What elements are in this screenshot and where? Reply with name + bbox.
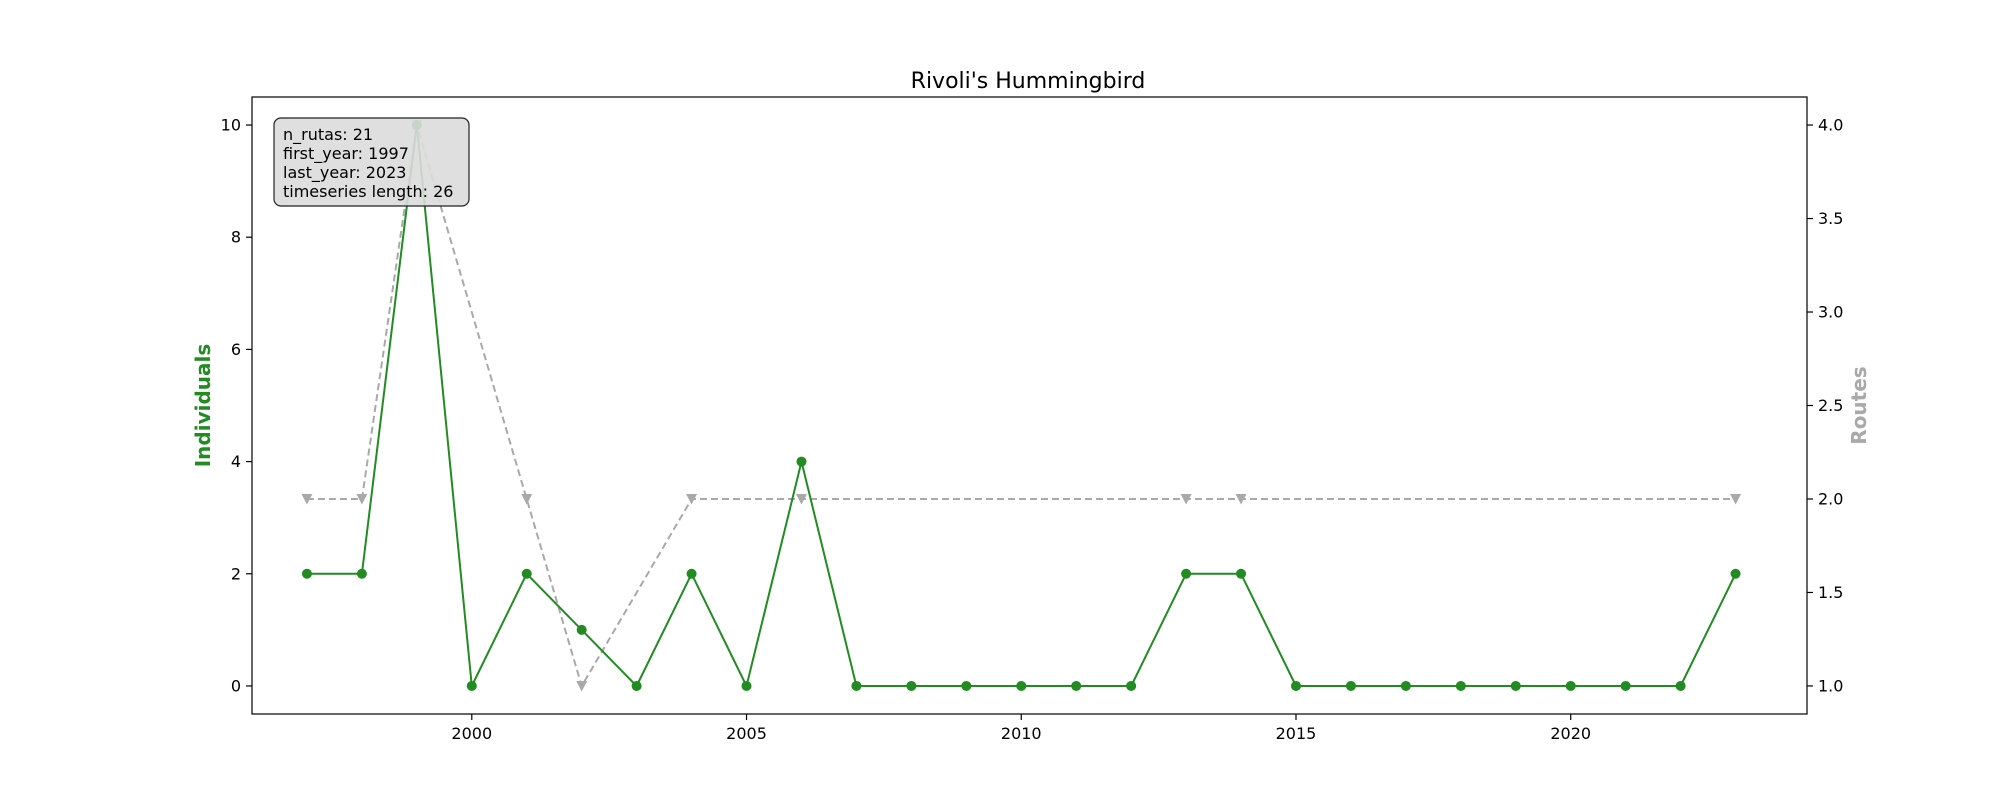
y-left-tick-label-4: 4 <box>231 452 241 471</box>
point-individuals-2014 <box>1236 568 1247 579</box>
x-tick-label-2000: 2000 <box>451 724 492 743</box>
series-line-routes <box>306 124 1736 687</box>
point-individuals-2012 <box>1126 680 1137 691</box>
point-individuals-2016 <box>1345 680 1356 691</box>
y-right-tick-label-4.0: 4.0 <box>1818 116 1843 135</box>
point-routes-2001 <box>521 493 533 505</box>
point-routes-2013 <box>1180 493 1192 505</box>
series-line-individuals <box>306 124 1737 687</box>
point-routes-2002 <box>576 680 588 692</box>
y-right-tick-label-3.0: 3.0 <box>1818 303 1843 322</box>
point-individuals-2013 <box>1181 568 1192 579</box>
y-left-axis-title: Individuals <box>191 344 215 468</box>
info-box-frame <box>273 117 470 207</box>
y-right-tick-label-3.5: 3.5 <box>1818 209 1843 228</box>
point-individuals-2023 <box>1730 568 1741 579</box>
y-left-tick-label-2: 2 <box>231 564 241 583</box>
info-box-line-1: n_rutas: 21 <box>283 125 373 145</box>
x-tick-label-2020: 2020 <box>1550 724 1591 743</box>
point-individuals-2007 <box>851 680 862 691</box>
point-routes-2006 <box>795 493 807 505</box>
point-individuals-2010 <box>1016 680 1027 691</box>
point-routes-2014 <box>1235 493 1247 505</box>
x-tick-label-2010: 2010 <box>1001 724 1042 743</box>
point-routes-1998 <box>356 493 368 505</box>
point-individuals-2008 <box>906 680 917 691</box>
point-individuals-2018 <box>1455 680 1466 691</box>
y-left-tick-label-0: 0 <box>231 676 241 695</box>
plot-frame <box>251 96 1808 715</box>
info-box-line-4: timeseries length: 26 <box>283 182 453 201</box>
point-individuals-2015 <box>1290 680 1301 691</box>
point-individuals-1997 <box>301 568 312 579</box>
point-individuals-2005 <box>741 680 752 691</box>
point-routes-2023 <box>1730 493 1742 505</box>
point-individuals-2020 <box>1565 680 1576 691</box>
series-group <box>301 120 1742 692</box>
y-left-tick-label-10: 10 <box>221 116 241 135</box>
y-right-axis-title: Routes <box>1847 366 1871 444</box>
point-individuals-2009 <box>961 680 972 691</box>
point-routes-1997 <box>301 493 313 505</box>
chart-title: Rivoli's Hummingbird <box>911 69 1146 94</box>
point-individuals-2002 <box>576 624 587 635</box>
info-box-line-2: first_year: 1997 <box>283 144 409 164</box>
point-individuals-2017 <box>1400 680 1411 691</box>
y-left-tick-label-6: 6 <box>231 340 241 359</box>
y-right-tick-label-1.0: 1.0 <box>1818 676 1843 695</box>
point-individuals-1998 <box>356 568 367 579</box>
info-box-line-3: last_year: 2023 <box>283 163 406 183</box>
point-individuals-2006 <box>796 456 807 467</box>
point-individuals-2019 <box>1510 680 1521 691</box>
point-individuals-2011 <box>1071 680 1082 691</box>
point-individuals-2022 <box>1675 680 1686 691</box>
point-individuals-2004 <box>686 568 697 579</box>
point-routes-2004 <box>686 493 698 505</box>
point-individuals-2000 <box>466 680 477 691</box>
point-individuals-2021 <box>1620 680 1631 691</box>
y-right-tick-label-1.5: 1.5 <box>1818 583 1843 602</box>
x-tick-label-2015: 2015 <box>1276 724 1317 743</box>
point-individuals-2003 <box>631 680 642 691</box>
axes-group: 2000 2005 2010 2015 2020 0 2 4 6 8 10 1.0 1.5 2.0 2.5 3… <box>191 96 1871 743</box>
y-left-tick-label-8: 8 <box>231 228 241 247</box>
y-right-tick-label-2.5: 2.5 <box>1818 396 1843 415</box>
point-individuals-2001 <box>521 568 532 579</box>
y-right-tick-label-2.0: 2.0 <box>1818 489 1843 508</box>
x-tick-label-2005: 2005 <box>726 724 767 743</box>
